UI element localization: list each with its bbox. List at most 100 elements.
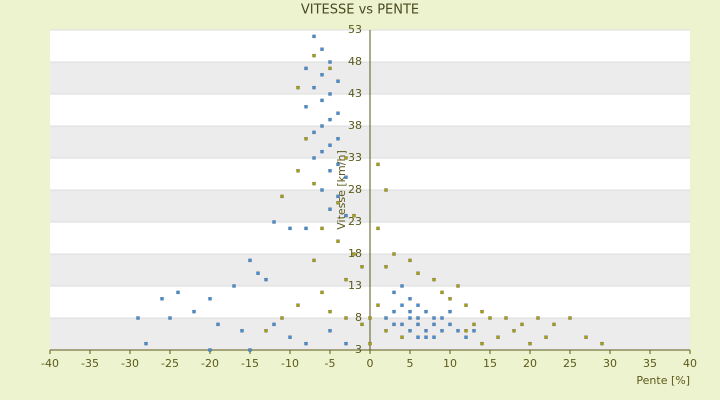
point — [368, 341, 372, 346]
point — [328, 207, 332, 211]
y-tick-label: 23 — [348, 215, 362, 228]
point — [320, 188, 324, 192]
y-tick-label: 53 — [348, 23, 362, 36]
point — [312, 85, 316, 90]
chart-title: VITESSE vs PENTE — [301, 3, 419, 18]
point — [320, 73, 324, 77]
point — [408, 329, 412, 333]
point — [344, 156, 348, 160]
point — [336, 194, 340, 199]
point — [144, 341, 148, 346]
x-tick-label: -10 — [281, 357, 299, 370]
point — [304, 105, 308, 109]
point — [424, 309, 428, 314]
point — [392, 252, 396, 256]
y-axis-label: Vitesse [km/h] — [335, 150, 348, 230]
y-tick-label: 8 — [355, 311, 362, 324]
point — [304, 226, 308, 231]
x-tick-label: -25 — [161, 357, 179, 370]
point — [344, 277, 348, 282]
point — [464, 335, 468, 339]
point — [472, 329, 476, 333]
point — [480, 341, 484, 346]
point — [416, 322, 420, 327]
point — [248, 258, 252, 263]
point — [208, 297, 212, 301]
point — [336, 79, 340, 83]
point — [472, 322, 476, 327]
point — [400, 322, 404, 327]
point — [328, 169, 332, 173]
point — [136, 316, 140, 320]
point — [400, 335, 404, 339]
point — [312, 258, 316, 263]
point — [320, 226, 324, 231]
x-tick-label: -30 — [121, 357, 139, 370]
point — [456, 284, 460, 288]
point — [192, 309, 196, 314]
point — [464, 329, 468, 333]
point — [536, 316, 540, 320]
x-tick-label: 35 — [643, 357, 657, 370]
point — [336, 162, 340, 167]
y-tick-label: 28 — [348, 183, 362, 196]
point — [320, 98, 324, 103]
point — [520, 322, 524, 327]
point — [280, 194, 284, 199]
point — [352, 213, 356, 218]
point — [416, 303, 420, 307]
point — [312, 130, 316, 135]
point — [432, 277, 436, 282]
point — [408, 309, 412, 314]
point — [416, 271, 420, 275]
x-tick-label: -20 — [201, 357, 219, 370]
point — [408, 316, 412, 320]
point — [328, 60, 332, 64]
point — [456, 329, 460, 333]
point — [312, 156, 316, 160]
point — [360, 322, 364, 327]
point — [416, 335, 420, 339]
y-tick-label: 13 — [348, 279, 362, 292]
point — [240, 329, 244, 333]
point — [424, 329, 428, 333]
point — [384, 188, 388, 192]
point — [512, 329, 516, 333]
x-tick-label: 0 — [367, 357, 374, 370]
point — [336, 239, 340, 243]
point — [376, 162, 380, 167]
x-tick-label: 30 — [603, 357, 617, 370]
point — [384, 329, 388, 333]
point — [264, 277, 268, 282]
point — [504, 316, 508, 320]
point — [208, 348, 212, 352]
point — [296, 85, 300, 90]
point — [168, 316, 172, 320]
point — [376, 226, 380, 231]
point — [312, 53, 316, 58]
point — [296, 169, 300, 173]
point — [328, 117, 332, 122]
point — [584, 335, 588, 339]
point — [160, 297, 164, 301]
point — [416, 316, 420, 320]
point — [176, 290, 180, 295]
point — [256, 271, 260, 275]
point — [312, 34, 316, 39]
point — [304, 137, 308, 141]
x-axis-label: Pente [%] — [636, 374, 690, 387]
point — [328, 143, 332, 147]
y-tick-label: 38 — [348, 119, 362, 132]
y-tick-label: 3 — [355, 343, 362, 356]
point — [216, 322, 220, 327]
point — [320, 149, 324, 154]
y-tick-label: 48 — [348, 55, 362, 68]
point — [352, 252, 356, 256]
point — [600, 341, 604, 346]
point — [392, 290, 396, 295]
point — [408, 297, 412, 301]
point — [432, 335, 436, 339]
point — [296, 303, 300, 307]
